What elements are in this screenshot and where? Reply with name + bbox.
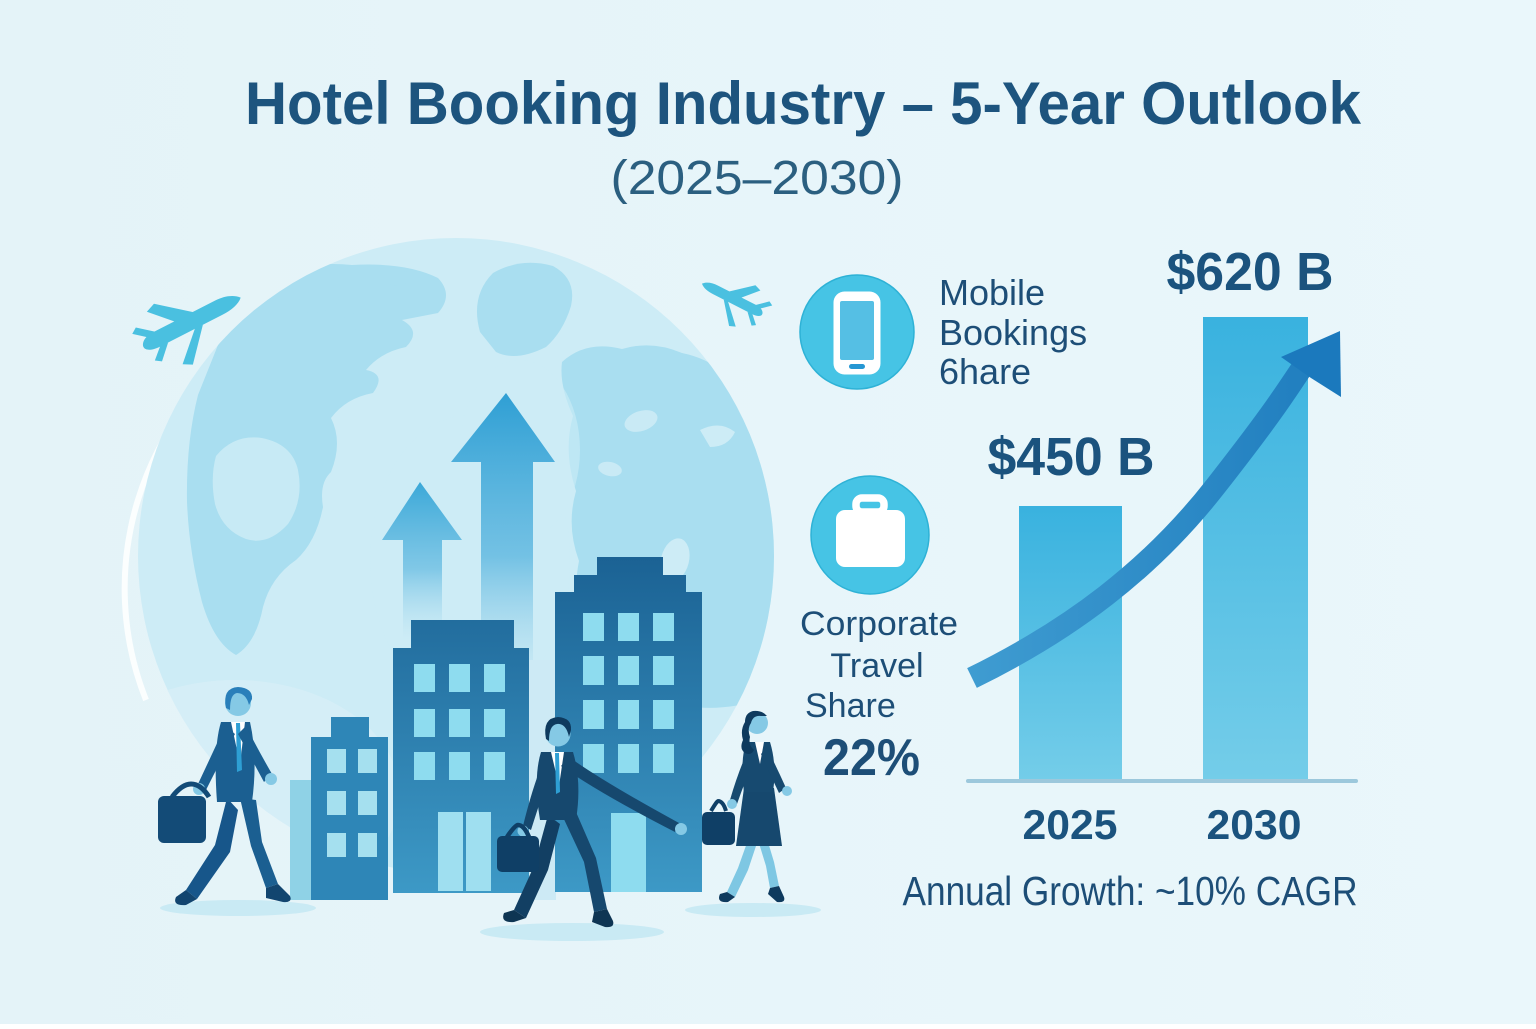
- svg-text:2030: 2030: [1207, 801, 1302, 848]
- svg-text:Hotel Booking Industry – 5-Yea: Hotel Booking Industry – 5-Year Outlook: [245, 70, 1362, 137]
- svg-text:6hare: 6hare: [939, 351, 1031, 392]
- svg-text:Mobile: Mobile: [939, 272, 1045, 313]
- svg-text:Annual Growth: ~10% CAGR: Annual Growth: ~10% CAGR: [903, 868, 1358, 914]
- svg-text:2025: 2025: [1023, 801, 1118, 848]
- svg-text:$620 B: $620 B: [1167, 242, 1334, 302]
- svg-text:Corporate: Corporate: [800, 605, 958, 643]
- svg-text:Bookings: Bookings: [939, 312, 1087, 353]
- svg-text:Share: Share: [805, 687, 896, 725]
- svg-text:Travel: Travel: [830, 647, 923, 685]
- svg-text:22%: 22%: [823, 729, 920, 787]
- svg-text:$450 B: $450 B: [988, 427, 1155, 487]
- svg-text:(2025–2030): (2025–2030): [611, 152, 904, 205]
